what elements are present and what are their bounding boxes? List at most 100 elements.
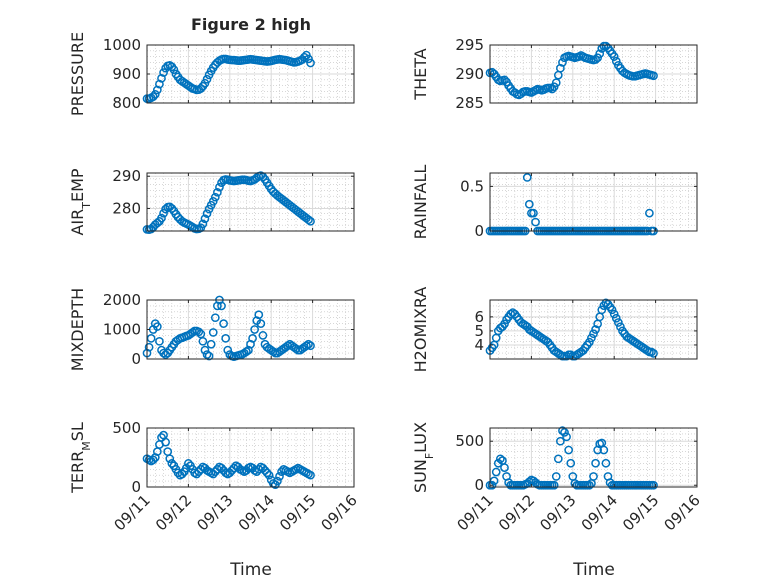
y-tick-label: 1000 xyxy=(103,321,141,339)
figure-title: Figure 2 high xyxy=(191,15,311,34)
x-label-right: Time xyxy=(572,560,615,580)
data-point xyxy=(217,301,226,311)
data-point xyxy=(306,470,315,480)
y-tick-label: 900 xyxy=(112,65,141,83)
y-tick-label: 290 xyxy=(112,167,141,185)
data-point xyxy=(566,458,576,468)
data-point xyxy=(551,78,561,88)
data-point xyxy=(155,336,164,346)
data-point xyxy=(591,55,600,64)
data-point xyxy=(144,342,154,352)
minor-grid xyxy=(490,173,697,231)
subplot-air-temp: 280 290 AIRTEMP xyxy=(68,167,355,236)
y-label: THETA xyxy=(411,48,430,100)
y-tick-label: 290 xyxy=(455,65,484,83)
data-point xyxy=(645,208,654,218)
data-point xyxy=(601,458,611,468)
data-point xyxy=(549,480,559,490)
y-tick-label: 2000 xyxy=(103,291,141,309)
data-point xyxy=(531,217,540,227)
data-point xyxy=(558,58,567,67)
data-point xyxy=(215,182,224,192)
data-point xyxy=(587,333,596,343)
data-point xyxy=(177,469,187,479)
data-point xyxy=(153,322,162,331)
data-point xyxy=(558,426,567,435)
data-point xyxy=(599,445,609,455)
data-point xyxy=(649,349,658,358)
data-point xyxy=(159,208,168,218)
data-point xyxy=(173,468,183,478)
ticks xyxy=(489,300,698,359)
data-point xyxy=(188,328,197,337)
data-point xyxy=(487,480,497,490)
minor-grid xyxy=(147,45,354,103)
subplot-theta: 285 290 295 THETA xyxy=(411,36,698,112)
data-point xyxy=(560,428,569,437)
ticks xyxy=(146,299,355,360)
data-point xyxy=(252,173,262,183)
data-point xyxy=(196,84,206,93)
data-point xyxy=(196,464,206,474)
data-point xyxy=(213,187,222,197)
data-point xyxy=(302,341,311,351)
y-label: PRESSURE xyxy=(68,32,87,116)
x-label-left: Time xyxy=(229,560,272,580)
data-point xyxy=(242,347,251,356)
ticks xyxy=(489,428,698,487)
data-point xyxy=(254,464,264,474)
data-point xyxy=(496,454,505,464)
data-point xyxy=(607,305,617,315)
data-point xyxy=(524,199,534,209)
data-point xyxy=(304,339,313,349)
data-point xyxy=(591,325,600,334)
data-point xyxy=(500,463,509,472)
data-point xyxy=(204,351,214,361)
minor-grid xyxy=(147,300,354,359)
data-point xyxy=(223,345,233,355)
data-point xyxy=(647,347,656,357)
data-point xyxy=(153,85,162,95)
data-point xyxy=(304,215,313,225)
data-point xyxy=(206,339,216,349)
y-label: H2OMIXRA xyxy=(411,287,430,373)
data-point xyxy=(202,74,212,84)
subplot-rainfall: 0 0.5 RAINFALL xyxy=(411,165,698,240)
data-point xyxy=(589,472,598,481)
data-point xyxy=(562,351,571,361)
axes-box xyxy=(489,299,698,360)
series-markers xyxy=(142,295,315,361)
y-tick-label: 500 xyxy=(455,432,484,450)
y-tick-label: 500 xyxy=(112,419,141,437)
data-point xyxy=(262,468,272,478)
data-point xyxy=(184,459,193,468)
y-tick-label: 0 xyxy=(474,222,484,240)
data-point xyxy=(591,458,600,468)
data-point xyxy=(556,436,565,446)
subplot-mixdepth: 0 1000 2000 MIXDEPTH xyxy=(68,288,355,371)
ticks xyxy=(146,44,355,104)
y-label: MIXDEPTH xyxy=(68,288,87,371)
data-point xyxy=(200,214,210,224)
data-point xyxy=(159,68,168,77)
series-markers xyxy=(142,171,315,235)
data-point xyxy=(595,49,605,59)
data-point xyxy=(564,445,574,455)
data-point xyxy=(613,318,623,327)
data-point xyxy=(597,305,607,315)
data-point xyxy=(275,472,284,481)
data-point xyxy=(649,71,658,81)
data-point xyxy=(529,208,538,218)
series-markers xyxy=(142,50,315,104)
data-point xyxy=(155,79,164,89)
data-point xyxy=(210,313,220,323)
y-tick-label: 0 xyxy=(474,476,484,494)
y-label: SUNFLUX xyxy=(411,422,436,493)
y-tick-label: 285 xyxy=(455,94,484,112)
y-tick-label: 295 xyxy=(455,36,484,54)
data-point xyxy=(299,52,309,62)
data-point xyxy=(589,329,598,339)
data-point xyxy=(611,313,621,323)
ticks xyxy=(489,173,698,232)
y-tick-label: 280 xyxy=(112,199,141,217)
